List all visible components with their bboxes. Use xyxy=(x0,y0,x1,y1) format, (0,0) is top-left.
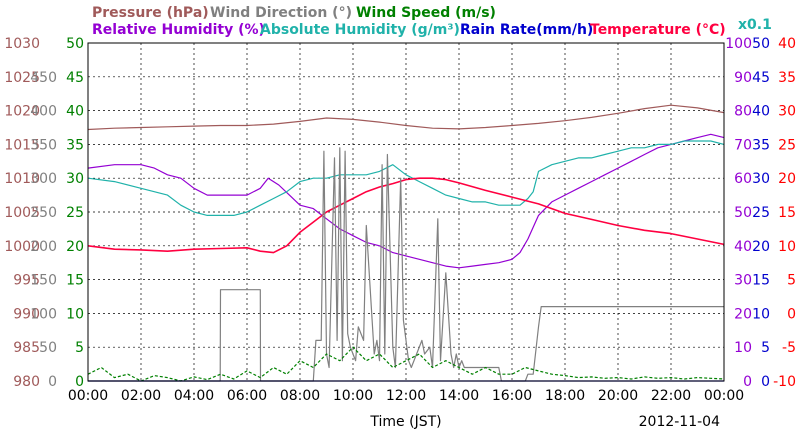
x-tick-label: 08:00 xyxy=(280,388,320,404)
tick-label-pressure: 990 xyxy=(13,306,40,322)
tick-label-wind_speed: 10 xyxy=(66,306,84,322)
tick-label-wind_speed: 40 xyxy=(66,104,84,120)
tick-label-wind_speed: 50 xyxy=(66,36,84,52)
legend-relative-humidity: Relative Humidity (%) xyxy=(92,22,265,38)
tick-label-pressure: 1010 xyxy=(4,171,40,187)
x-tick-label: 20:00 xyxy=(598,388,638,404)
tick-label-humidity: 70 xyxy=(734,137,752,153)
tick-label-rain_rate: 15 xyxy=(752,273,770,289)
series-line-temperature-c xyxy=(87,177,725,254)
tick-label-temperature: 30 xyxy=(778,104,796,120)
tick-label-humidity: 80 xyxy=(734,104,752,120)
legend-wind-direction: Wind Direction (°) xyxy=(210,5,352,21)
plot-frame xyxy=(87,42,725,382)
tick-label-wind_speed: 0 xyxy=(75,374,84,390)
tick-label-pressure: 1020 xyxy=(4,104,40,120)
tick-label-humidity: 40 xyxy=(734,239,752,255)
x-tick-label: 10:00 xyxy=(333,388,373,404)
tick-label-rain_rate: 0 xyxy=(761,374,770,390)
x-tick-label: 06:00 xyxy=(227,388,267,404)
tick-label-wind_speed: 20 xyxy=(66,239,84,255)
x-tick-label: 04:00 xyxy=(174,388,214,404)
axes: 1030102510201015101010051000995990985980… xyxy=(4,36,796,404)
tick-label-wind_direction: 350 xyxy=(30,137,57,153)
legend-rain-rate: Rain Rate(mm/h) xyxy=(460,22,593,38)
tick-label-pressure: 1015 xyxy=(4,137,40,153)
tick-label-rain_rate: 45 xyxy=(752,70,770,86)
tick-label-temperature: 10 xyxy=(778,239,796,255)
x-tick-label: 18:00 xyxy=(545,388,585,404)
legend-absolute-humidity: Absolute Humidity (g/m³) xyxy=(260,22,460,38)
tick-label-pressure: 1025 xyxy=(4,70,40,86)
series-line-pressure-hpa xyxy=(87,104,725,131)
tick-label-rain_rate: 30 xyxy=(752,171,770,187)
tick-label-wind_direction: 400 xyxy=(30,104,57,120)
tick-label-humidity: 10 xyxy=(734,340,752,356)
tick-label-wind_speed: 30 xyxy=(66,171,84,187)
tick-label-humidity: 100 xyxy=(725,36,752,52)
tick-label-pressure: 995 xyxy=(13,273,40,289)
x-tick-label: 14:00 xyxy=(439,388,479,404)
tick-label-wind_speed: 45 xyxy=(66,70,84,86)
tick-label-wind_direction: 150 xyxy=(30,273,57,289)
tick-label-rain_rate: 10 xyxy=(752,306,770,322)
tick-label-temperature: -5 xyxy=(782,340,796,356)
tick-label-humidity: 20 xyxy=(734,306,752,322)
tick-label-temperature: 35 xyxy=(778,70,796,86)
tick-label-pressure: 980 xyxy=(13,374,40,390)
legend-wind-speed: Wind Speed (m/s) xyxy=(356,5,496,21)
tick-label-temperature: 40 xyxy=(778,36,796,52)
tick-label-rain_rate: 20 xyxy=(752,239,770,255)
x-tick-label: 00:00 xyxy=(704,388,744,404)
tick-label-humidity: 60 xyxy=(734,171,752,187)
tick-label-pressure: 1000 xyxy=(4,239,40,255)
tick-label-rain_rate: 25 xyxy=(752,205,770,221)
series-line-relative-humidity xyxy=(87,133,725,269)
tick-label-rain_rate: 5 xyxy=(761,340,770,356)
tick-label-temperature: 0 xyxy=(787,306,796,322)
x-tick-label: 00:00 xyxy=(68,388,108,404)
legend: Pressure (hPa) Wind Direction (°) Wind S… xyxy=(92,5,772,38)
tick-label-wind_speed: 35 xyxy=(66,137,84,153)
tick-label-pressure: 1005 xyxy=(4,205,40,221)
tick-label-wind_direction: 450 xyxy=(30,70,57,86)
tick-label-rain_rate: 35 xyxy=(752,137,770,153)
tick-label-rain_rate: 40 xyxy=(752,104,770,120)
x-tick-label: 16:00 xyxy=(492,388,532,404)
tick-label-temperature: 15 xyxy=(778,205,796,221)
tick-label-wind_direction: 100 xyxy=(30,306,57,322)
series-line-absolute-humidity-g-m xyxy=(87,140,725,216)
tick-label-wind_direction: 300 xyxy=(30,171,57,187)
legend-pressure: Pressure (hPa) xyxy=(92,5,209,21)
tick-label-wind_direction: 250 xyxy=(30,205,57,221)
grid xyxy=(88,43,724,381)
x-tick-label: 12:00 xyxy=(386,388,426,404)
date-label: 2012-11-04 xyxy=(639,414,720,430)
tick-label-wind_direction: 50 xyxy=(39,340,57,356)
tick-label-temperature: 5 xyxy=(787,273,796,289)
tick-label-pressure: 985 xyxy=(13,340,40,356)
x-tick-label: 22:00 xyxy=(651,388,691,404)
tick-label-humidity: 50 xyxy=(734,205,752,221)
tick-label-temperature: -10 xyxy=(773,374,796,390)
x-tick-label: 02:00 xyxy=(121,388,161,404)
tick-label-wind_speed: 5 xyxy=(75,340,84,356)
tick-label-temperature: 20 xyxy=(778,171,796,187)
series-line-wind-speed-m-s xyxy=(87,346,725,382)
tick-label-rain_rate: 50 xyxy=(752,36,770,52)
tick-label-humidity: 30 xyxy=(734,273,752,289)
x-axis-label: Time (JST) xyxy=(369,414,441,430)
tick-label-wind_direction: 0 xyxy=(48,374,57,390)
tick-label-humidity: 90 xyxy=(734,70,752,86)
legend-temperature: Temperature (°C) xyxy=(590,22,726,38)
tick-label-humidity: 0 xyxy=(743,374,752,390)
tick-label-pressure: 1030 xyxy=(4,36,40,52)
tick-label-wind_speed: 15 xyxy=(66,273,84,289)
tick-label-wind_direction: 200 xyxy=(30,239,57,255)
series-line-wind-direction xyxy=(88,147,724,382)
tick-label-temperature: 25 xyxy=(778,137,796,153)
scale-note: x0.1 xyxy=(738,17,772,33)
tick-label-wind_speed: 25 xyxy=(66,205,84,221)
